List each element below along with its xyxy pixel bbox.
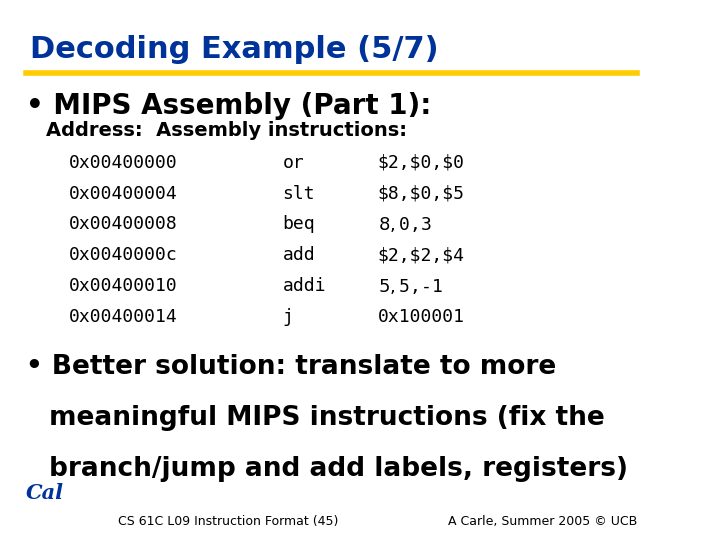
Text: 0x00400014: 0x00400014 xyxy=(69,308,178,326)
Text: $2,$0,$0: $2,$0,$0 xyxy=(378,154,465,172)
Text: • MIPS Assembly (Part 1):: • MIPS Assembly (Part 1): xyxy=(27,92,432,120)
Text: $8,$0,3: $8,$0,3 xyxy=(378,215,432,234)
Text: beq: beq xyxy=(282,215,315,233)
Text: meaningful MIPS instructions (fix the: meaningful MIPS instructions (fix the xyxy=(49,405,605,431)
Text: addi: addi xyxy=(282,277,326,295)
Text: branch/jump and add labels, registers): branch/jump and add labels, registers) xyxy=(49,456,629,482)
Text: 0x0040000c: 0x0040000c xyxy=(69,246,178,264)
Text: $8,$0,$5: $8,$0,$5 xyxy=(378,185,465,202)
Text: 0x00400000: 0x00400000 xyxy=(69,154,178,172)
Text: 0x100001: 0x100001 xyxy=(378,308,465,326)
Text: j: j xyxy=(282,308,294,326)
Text: or: or xyxy=(282,154,305,172)
Text: 0x00400010: 0x00400010 xyxy=(69,277,178,295)
Text: $5,$5,-1: $5,$5,-1 xyxy=(378,277,443,296)
Text: 0x00400008: 0x00400008 xyxy=(69,215,178,233)
Text: Cal: Cal xyxy=(27,483,64,503)
Text: add: add xyxy=(282,246,315,264)
Text: slt: slt xyxy=(282,185,315,202)
Text: CS 61C L09 Instruction Format (45): CS 61C L09 Instruction Format (45) xyxy=(118,515,338,528)
Text: • Better solution: translate to more: • Better solution: translate to more xyxy=(27,354,557,380)
Text: $2,$2,$4: $2,$2,$4 xyxy=(378,246,465,264)
Text: 0x00400004: 0x00400004 xyxy=(69,185,178,202)
Text: Address:  Assembly instructions:: Address: Assembly instructions: xyxy=(46,122,407,140)
Text: A Carle, Summer 2005 © UCB: A Carle, Summer 2005 © UCB xyxy=(448,515,637,528)
Text: Decoding Example (5/7): Decoding Example (5/7) xyxy=(30,35,438,64)
